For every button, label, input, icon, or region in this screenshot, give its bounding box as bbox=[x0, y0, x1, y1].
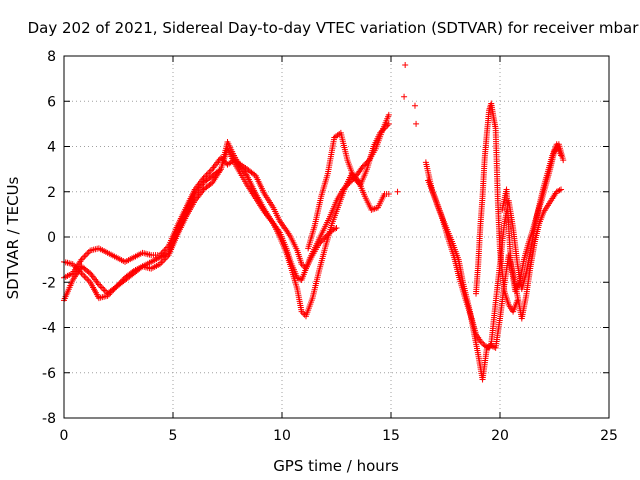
series-track-8 bbox=[499, 141, 567, 295]
data-point bbox=[216, 167, 223, 174]
data-point bbox=[411, 102, 418, 109]
y-tick-label: 4 bbox=[47, 140, 56, 156]
y-tick-label: 8 bbox=[47, 49, 56, 65]
series-isolated bbox=[394, 62, 420, 195]
x-tick-label: 5 bbox=[169, 428, 178, 444]
x-tick-label: 10 bbox=[273, 428, 291, 444]
y-tick-label: -4 bbox=[42, 321, 56, 337]
x-tick-label: 25 bbox=[600, 428, 618, 444]
data-point bbox=[323, 232, 330, 239]
x-axis-label: GPS time / hours bbox=[273, 457, 399, 475]
data-point bbox=[317, 239, 324, 246]
data-marks bbox=[61, 62, 567, 383]
data-point bbox=[332, 225, 339, 232]
series-track-4 bbox=[305, 120, 392, 252]
series-track-3 bbox=[61, 145, 340, 302]
data-point bbox=[85, 269, 92, 276]
data-point bbox=[318, 238, 325, 245]
data-point bbox=[354, 179, 361, 186]
data-point bbox=[514, 297, 521, 304]
data-point bbox=[556, 187, 563, 194]
data-point bbox=[413, 120, 420, 127]
data-point bbox=[325, 231, 332, 238]
y-tick-label: 0 bbox=[47, 230, 56, 246]
chart-title: Day 202 of 2021, Sidereal Day-to-day VTE… bbox=[28, 19, 640, 37]
data-point bbox=[401, 93, 408, 100]
data-point bbox=[321, 235, 328, 242]
data-point bbox=[333, 224, 340, 231]
data-point bbox=[207, 180, 214, 187]
data-point bbox=[352, 176, 359, 183]
data-point bbox=[353, 177, 360, 184]
axis-ticks: 0 5 10 15 20 25 -8 -6 -4 -2 0 2 4 6 8 bbox=[42, 49, 618, 444]
data-point bbox=[402, 62, 409, 69]
data-point bbox=[326, 229, 333, 236]
y-axis-label: SDTVAR / TECUs bbox=[4, 176, 22, 299]
data-point bbox=[385, 120, 392, 127]
y-tick-label: -2 bbox=[42, 275, 56, 291]
data-point bbox=[129, 269, 136, 276]
y-tick-label: 6 bbox=[47, 94, 56, 110]
x-tick-label: 0 bbox=[60, 428, 69, 444]
data-point bbox=[560, 157, 567, 164]
y-tick-label: -6 bbox=[42, 366, 56, 382]
x-tick-label: 15 bbox=[382, 428, 400, 444]
y-tick-label: 2 bbox=[47, 185, 56, 201]
x-tick-label: 20 bbox=[491, 428, 509, 444]
data-point bbox=[316, 240, 323, 247]
series-track-7 bbox=[473, 100, 521, 315]
data-point bbox=[319, 236, 326, 243]
data-point bbox=[385, 191, 392, 198]
data-point bbox=[558, 186, 565, 193]
data-point bbox=[350, 175, 357, 182]
data-point bbox=[385, 111, 392, 118]
y-tick-label: -8 bbox=[42, 411, 56, 427]
data-point bbox=[394, 188, 401, 195]
data-point bbox=[322, 234, 329, 240]
